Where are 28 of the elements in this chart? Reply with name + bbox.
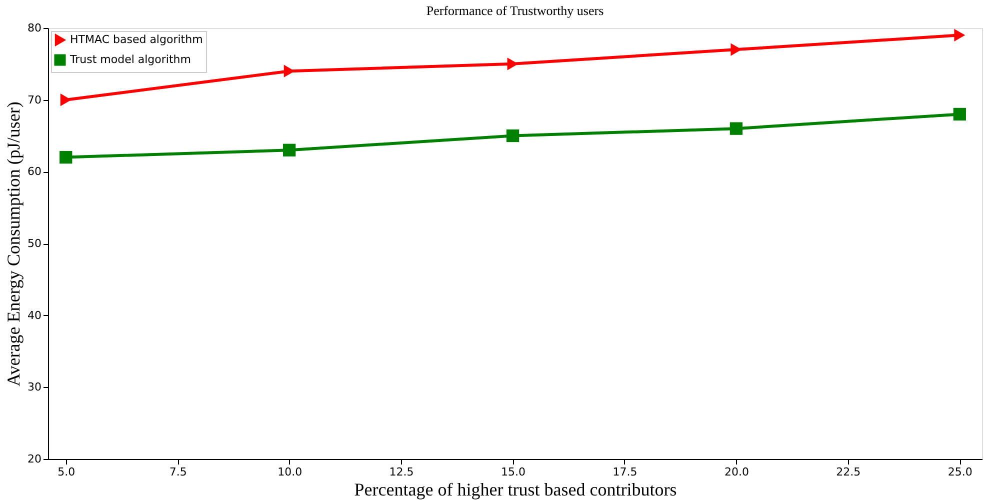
point <box>730 122 743 135</box>
legend-label: HTMAC based algorithm <box>70 33 203 46</box>
x-tick-label: 7.5 <box>169 466 187 478</box>
x-tick-label: 17.5 <box>612 466 638 478</box>
x-axis-title: Percentage of higher trust based contributors <box>354 480 677 500</box>
y-tick-label: 50 <box>28 237 42 250</box>
y-tick-label: 20 <box>28 452 42 466</box>
x-tick-label: 10.0 <box>278 466 302 478</box>
x-tick-label: 22.5 <box>836 466 861 478</box>
legend-label: Trust model algorithm <box>69 53 191 66</box>
y-tick-label: 60 <box>28 165 42 178</box>
point <box>506 129 520 142</box>
point <box>953 108 966 121</box>
point <box>60 150 72 164</box>
point <box>282 144 296 156</box>
x-tick-label: 20.0 <box>724 466 749 478</box>
y-axis-title: Average Energy Consumption (pJ/user) <box>4 102 24 386</box>
y-tick-label: 40 <box>28 308 42 322</box>
x-tick-label: 15.0 <box>501 466 526 478</box>
x-tick-label: 5.0 <box>58 466 76 478</box>
point <box>954 28 966 42</box>
x-tick-label: 12.5 <box>389 466 414 478</box>
y-tick-label: 70 <box>28 93 42 106</box>
x-tick-label: 25.0 <box>948 466 972 478</box>
chart-title: Performance of Trustworthy users <box>426 3 604 18</box>
point <box>60 94 72 106</box>
y-tick-label: 80 <box>28 22 42 34</box>
y-tick-label: 30 <box>28 380 42 394</box>
